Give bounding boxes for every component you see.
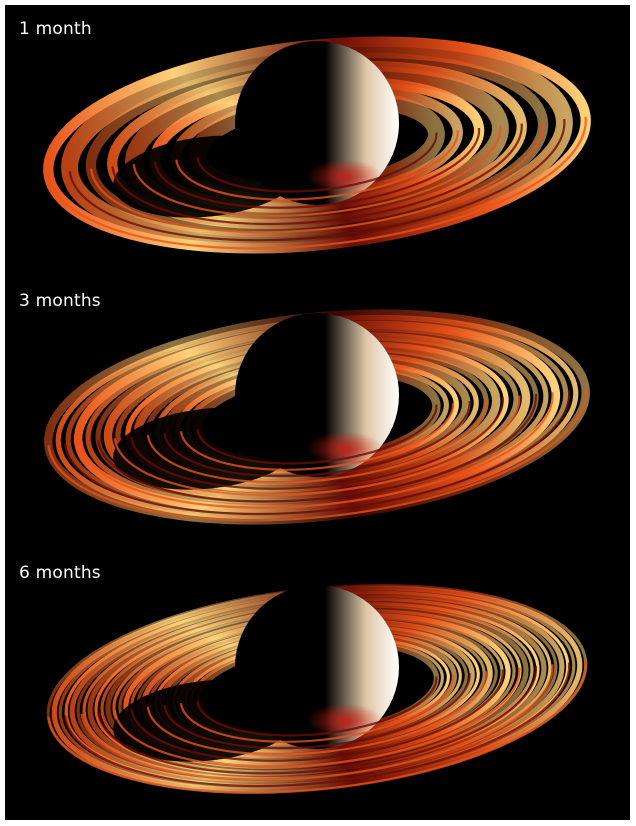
ring-front-arc (196, 676, 438, 737)
panel-1-month: 1 month (5, 5, 630, 277)
ring-front-arc (175, 130, 459, 201)
ring-front-arc (63, 662, 571, 788)
ring-front-arc (163, 672, 471, 750)
ring-front-arc (90, 121, 545, 234)
ring-front-arc (153, 127, 481, 209)
ring-front-arc (130, 397, 504, 490)
planet-glow (307, 431, 383, 467)
ring-front-arc (68, 118, 566, 242)
panel-label: 3 months (19, 291, 101, 311)
ring-front-arc (146, 399, 488, 484)
ring-front-arc (196, 404, 438, 465)
ring-front-arc (97, 393, 538, 503)
panel-label: 1 month (19, 19, 92, 39)
ring-front-arc (179, 402, 455, 471)
ring-front-arc (80, 664, 554, 781)
ring-simulation-image-1 (43, 36, 591, 254)
ring-front-arc (196, 132, 438, 193)
ring-front-arc (130, 669, 504, 762)
ring-front-arc (111, 123, 523, 226)
panel-3-months: 3 months (5, 277, 630, 549)
panel-6-months: 6 months (5, 549, 630, 820)
ring-front-arc (47, 388, 587, 522)
ring-front-arc (179, 674, 455, 743)
figure-frame: 1 month 3 months 6 months (5, 5, 630, 820)
ring-front-arc (63, 390, 571, 516)
ring-front-arc (113, 667, 521, 769)
ring-simulation-image-3 (46, 584, 588, 794)
ring-front-arc (97, 665, 538, 775)
ring-front-arc (47, 116, 587, 250)
ring-front-arc (47, 660, 587, 794)
ring-simulation-image-2 (44, 309, 590, 525)
ring-front-arc (113, 395, 521, 497)
ring-front-arc (80, 392, 554, 509)
ring-front-arc (132, 125, 502, 217)
ring-front-arc (146, 671, 488, 756)
planet-glow (307, 159, 383, 195)
planet-glow (307, 703, 383, 739)
ring-front-arc (163, 400, 471, 478)
panel-label: 6 months (19, 563, 101, 583)
